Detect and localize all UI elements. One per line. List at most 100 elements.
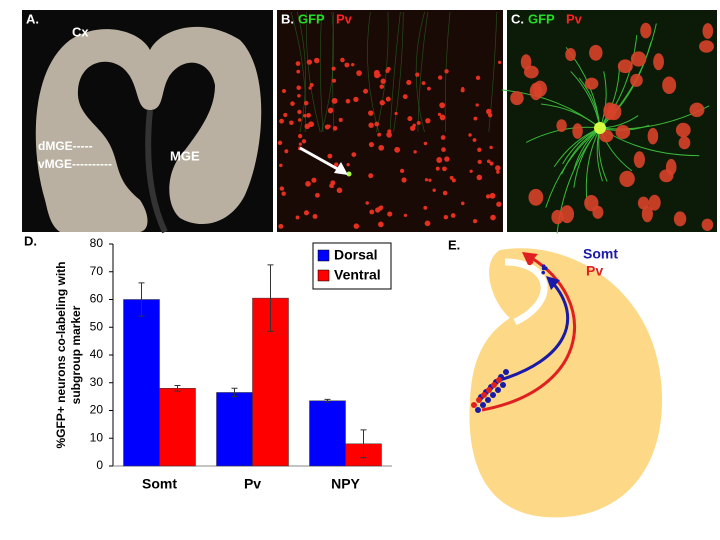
cell (303, 114, 307, 118)
cell (413, 150, 417, 154)
cell (640, 22, 652, 39)
cell (489, 161, 494, 166)
cell (439, 114, 446, 121)
cell (603, 102, 617, 121)
cell (560, 205, 575, 224)
cell (385, 68, 390, 73)
cell (475, 75, 481, 80)
bar (159, 388, 196, 467)
cell (520, 54, 532, 70)
cell (380, 78, 386, 84)
cell (351, 62, 355, 67)
cell (523, 65, 539, 79)
cell (496, 170, 500, 174)
panel-letter: A. (26, 11, 39, 26)
cell (295, 215, 300, 220)
cell (565, 47, 576, 62)
y-tick-label: 80 (90, 236, 104, 250)
cell (533, 80, 547, 97)
label: vMGE---------- (38, 157, 112, 171)
cell (345, 98, 351, 104)
cell (489, 192, 496, 199)
dot-blue (541, 270, 546, 275)
label-green: GFP (528, 11, 555, 26)
cell (379, 100, 385, 106)
cell (296, 69, 301, 74)
cell (331, 66, 336, 71)
cell (589, 44, 603, 61)
error-bar (267, 264, 274, 332)
cell (662, 76, 677, 95)
cell (647, 127, 659, 145)
cell (468, 133, 472, 137)
cell (297, 93, 301, 98)
y-tick-label: 60 (90, 292, 104, 306)
cell (460, 201, 465, 206)
dot-blue (541, 266, 546, 271)
cell (374, 121, 380, 127)
label: dMGE----- (38, 139, 93, 153)
cell (306, 113, 311, 118)
cell (592, 205, 604, 219)
cell (379, 205, 384, 209)
cell (556, 119, 567, 132)
cell (678, 136, 691, 150)
y-tick-label: 40 (90, 347, 104, 361)
cell (444, 156, 450, 162)
cell (460, 88, 465, 93)
cell (402, 94, 408, 100)
midline (145, 109, 168, 234)
cell (630, 73, 643, 87)
cell (641, 205, 653, 223)
cell (289, 120, 294, 125)
cell (379, 84, 385, 89)
cell (312, 213, 318, 219)
label-blue: Somt (583, 246, 618, 262)
cell (485, 194, 491, 199)
cell (648, 194, 661, 211)
cell (428, 178, 432, 182)
dot-red (476, 397, 482, 403)
cell (313, 57, 320, 64)
cell (368, 142, 375, 148)
cell (375, 207, 381, 213)
cell (401, 177, 407, 183)
legend-label: Dorsal (334, 247, 378, 263)
cell (486, 108, 492, 115)
dot-red (481, 392, 487, 398)
cell (421, 81, 426, 86)
cell (630, 51, 647, 67)
cell (387, 129, 392, 134)
dendrite (573, 127, 601, 188)
fiber (305, 11, 321, 133)
ventricle (504, 258, 548, 326)
cell-dots (471, 254, 548, 413)
cell (377, 132, 382, 137)
cell (439, 102, 446, 109)
cell (475, 103, 479, 107)
cell (486, 159, 491, 164)
cell (281, 191, 286, 196)
cell (476, 174, 483, 181)
dot-red (496, 377, 502, 383)
cell (440, 135, 446, 140)
cell (385, 96, 391, 102)
cell (528, 188, 544, 206)
cell (675, 122, 691, 138)
cell (432, 188, 436, 192)
cell (338, 117, 343, 123)
cell (363, 88, 369, 94)
cell (330, 180, 336, 186)
dot-blue (475, 407, 481, 413)
cell (477, 147, 482, 152)
cell (378, 221, 384, 228)
cell (477, 159, 482, 165)
y-tick-label: 10 (90, 430, 104, 444)
cell (496, 201, 502, 207)
cell (290, 101, 295, 106)
cell (394, 111, 398, 116)
cell (278, 223, 284, 229)
migration-path-red (481, 255, 577, 412)
cell (472, 219, 478, 224)
cell (334, 162, 339, 167)
